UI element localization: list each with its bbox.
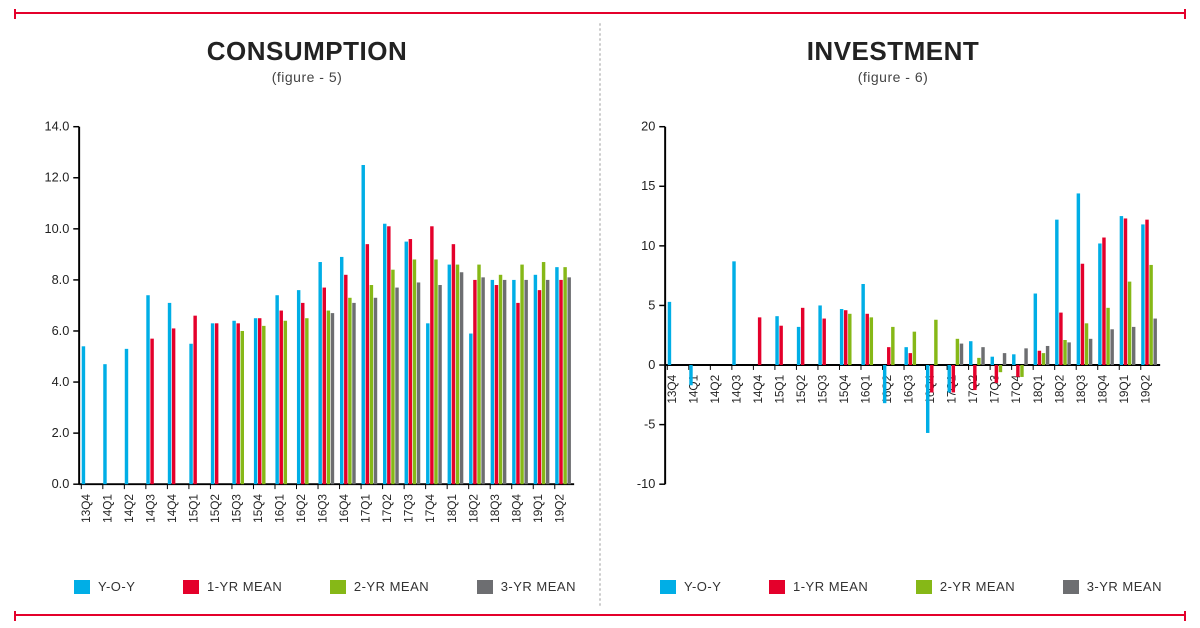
svg-text:10: 10: [641, 238, 655, 253]
svg-text:8.0: 8.0: [52, 272, 70, 287]
legend-consumption: Y-O-Y 1-YR MEAN 2-YR MEAN 3-YR MEAN: [32, 569, 582, 598]
svg-text:18Q1: 18Q1: [1032, 375, 1045, 404]
legend-swatch: [477, 580, 493, 594]
svg-text:17Q4: 17Q4: [424, 494, 437, 523]
legend-label: Y-O-Y: [684, 579, 721, 594]
svg-text:18Q4: 18Q4: [1096, 374, 1109, 403]
legend-investment: Y-O-Y 1-YR MEAN 2-YR MEAN 3-YR MEAN: [618, 569, 1168, 598]
legend-label: 3-YR MEAN: [1087, 579, 1162, 594]
svg-text:0: 0: [648, 357, 655, 372]
legend-swatch: [916, 580, 932, 594]
legend-item-m1: 1-YR MEAN: [183, 579, 282, 594]
legend-item-yoy: Y-O-Y: [660, 579, 721, 594]
svg-text:14Q4: 14Q4: [752, 374, 765, 403]
chart-investment: -10-50510152013Q414Q114Q214Q314Q415Q115Q…: [618, 91, 1168, 569]
panel-title: CONSUMPTION: [32, 36, 582, 67]
legend-item-m2: 2-YR MEAN: [916, 579, 1015, 594]
svg-text:19Q1: 19Q1: [1118, 375, 1131, 404]
legend-swatch: [74, 580, 90, 594]
chart-svg: 0.0 2.0 4.0 6.0 8.0 10.0 12.0 14.0 13Q4 14Q1 14Q2 1…: [32, 91, 582, 569]
svg-text:18Q3: 18Q3: [1075, 374, 1088, 403]
svg-text:17Q4: 17Q4: [1010, 374, 1023, 403]
legend-item-m1: 1-YR MEAN: [769, 579, 868, 594]
svg-text:17Q3: 17Q3: [403, 494, 416, 523]
svg-text:15Q4: 15Q4: [252, 494, 265, 523]
svg-text:15Q2: 15Q2: [795, 375, 808, 404]
top-rule: [14, 12, 1186, 14]
legend-label: Y-O-Y: [98, 579, 135, 594]
svg-text:15: 15: [641, 178, 655, 193]
svg-text:19Q2: 19Q2: [1139, 375, 1152, 404]
svg-text:12.0: 12.0: [44, 170, 69, 185]
svg-text:14Q4: 14Q4: [166, 494, 179, 523]
legend-label: 1-YR MEAN: [793, 579, 868, 594]
svg-text:14Q2: 14Q2: [123, 494, 136, 523]
legend-label: 1-YR MEAN: [207, 579, 282, 594]
legend-item-m3: 3-YR MEAN: [1063, 579, 1162, 594]
svg-text:16Q4: 16Q4: [338, 494, 351, 523]
svg-text:14Q1: 14Q1: [101, 494, 114, 523]
svg-text:6.0: 6.0: [52, 323, 70, 338]
legend-label: 3-YR MEAN: [501, 579, 576, 594]
svg-text:18Q2: 18Q2: [1053, 375, 1066, 404]
panels: CONSUMPTION (figure - 5) 0.0 2.0 4.0 6.0 8.0…: [14, 30, 1186, 598]
svg-text:20: 20: [641, 119, 655, 134]
svg-text:16Q1: 16Q1: [860, 375, 873, 404]
panel-investment: INVESTMENT (figure - 6) -10 -5 0 5 10 15 20 13Q…: [600, 30, 1186, 598]
svg-text:14.0: 14.0: [44, 119, 69, 134]
chart-consumption: 0.0 2.0 4.0 6.0 8.0 10.0 12.0 14.0 13Q4 14Q1 14Q2 1…: [32, 91, 582, 569]
svg-text:16Q1: 16Q1: [274, 494, 287, 523]
svg-text:18Q2: 18Q2: [467, 494, 480, 523]
svg-text:17Q1: 17Q1: [360, 494, 373, 523]
svg-text:2.0: 2.0: [52, 425, 70, 440]
svg-text:17Q2: 17Q2: [381, 494, 394, 523]
svg-text:18Q1: 18Q1: [446, 494, 459, 523]
svg-text:16Q3: 16Q3: [317, 494, 330, 523]
svg-text:14Q3: 14Q3: [144, 494, 157, 523]
svg-text:15Q2: 15Q2: [209, 494, 222, 523]
panel-subtitle: (figure - 5): [32, 69, 582, 85]
svg-text:18Q3: 18Q3: [489, 494, 502, 523]
legend-label: 2-YR MEAN: [354, 579, 429, 594]
svg-text:15Q4: 15Q4: [838, 374, 851, 403]
svg-text:0.0: 0.0: [52, 476, 70, 491]
legend-swatch: [330, 580, 346, 594]
legend-item-m3: 3-YR MEAN: [477, 579, 576, 594]
svg-text:14Q2: 14Q2: [709, 375, 722, 404]
panel-consumption: CONSUMPTION (figure - 5) 0.0 2.0 4.0 6.0 8.0…: [14, 30, 600, 598]
svg-text:18Q4: 18Q4: [510, 494, 523, 523]
svg-text:16Q3: 16Q3: [903, 374, 916, 403]
svg-text:19Q1: 19Q1: [532, 494, 545, 523]
svg-text:15Q3: 15Q3: [231, 494, 244, 523]
legend-swatch: [660, 580, 676, 594]
svg-text:19Q2: 19Q2: [553, 494, 566, 523]
svg-text:14Q3: 14Q3: [730, 374, 743, 403]
figure-frame: CONSUMPTION (figure - 5) 0.0 2.0 4.0 6.0 8.0…: [0, 0, 1200, 628]
svg-text:15Q1: 15Q1: [774, 375, 787, 404]
chart-svg: -10-50510152013Q414Q114Q214Q314Q415Q115Q…: [618, 91, 1168, 569]
legend-item-m2: 2-YR MEAN: [330, 579, 429, 594]
legend-swatch: [1063, 580, 1079, 594]
svg-text:13Q4: 13Q4: [666, 374, 679, 403]
svg-text:-5: -5: [644, 417, 655, 432]
svg-text:15Q1: 15Q1: [188, 494, 201, 523]
svg-text:16Q2: 16Q2: [295, 494, 308, 523]
legend-item-yoy: Y-O-Y: [74, 579, 135, 594]
svg-text:-10: -10: [637, 476, 655, 491]
svg-text:13Q4: 13Q4: [80, 494, 93, 523]
panel-title: INVESTMENT: [618, 36, 1168, 67]
svg-text:10.0: 10.0: [44, 221, 69, 236]
svg-text:15Q3: 15Q3: [817, 374, 830, 403]
legend-swatch: [183, 580, 199, 594]
bottom-rule: [14, 614, 1186, 616]
legend-swatch: [769, 580, 785, 594]
panel-subtitle: (figure - 6): [618, 69, 1168, 85]
svg-text:5: 5: [648, 297, 655, 312]
legend-label: 2-YR MEAN: [940, 579, 1015, 594]
svg-text:4.0: 4.0: [52, 374, 70, 389]
